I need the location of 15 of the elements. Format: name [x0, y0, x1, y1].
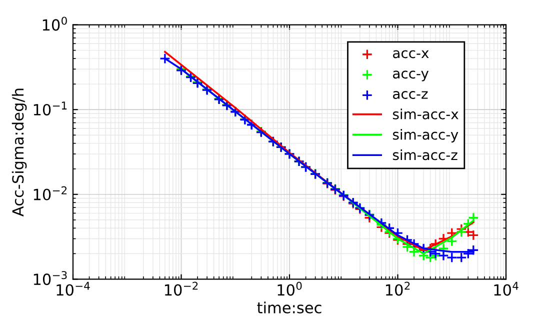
legend-label: sim-acc-z	[392, 149, 458, 160]
x-tick-label: 10$^{4}$	[494, 282, 518, 296]
x-tick-label: 10$^{0}$	[278, 282, 302, 296]
legend-label: acc-y	[393, 70, 429, 82]
legend-label: acc-x	[393, 50, 429, 58]
y-tick-label: 10$^{−2}$	[34, 186, 67, 200]
y-tick-label: 10$^{0}$	[42, 16, 67, 31]
x-tick-label: 10$^{2}$	[386, 282, 410, 296]
legend-label: acc-z	[393, 91, 428, 99]
y-axis-title: Acc-Sigma:deg/h	[12, 88, 27, 216]
x-tick-label: 10$^{−2}$	[164, 282, 198, 296]
legend-label: sim-acc-y	[392, 129, 458, 142]
x-axis-title: time:sec	[257, 302, 322, 314]
legend-label: sim-acc-x	[392, 108, 458, 120]
y-tick-label: 10$^{−1}$	[34, 102, 67, 116]
